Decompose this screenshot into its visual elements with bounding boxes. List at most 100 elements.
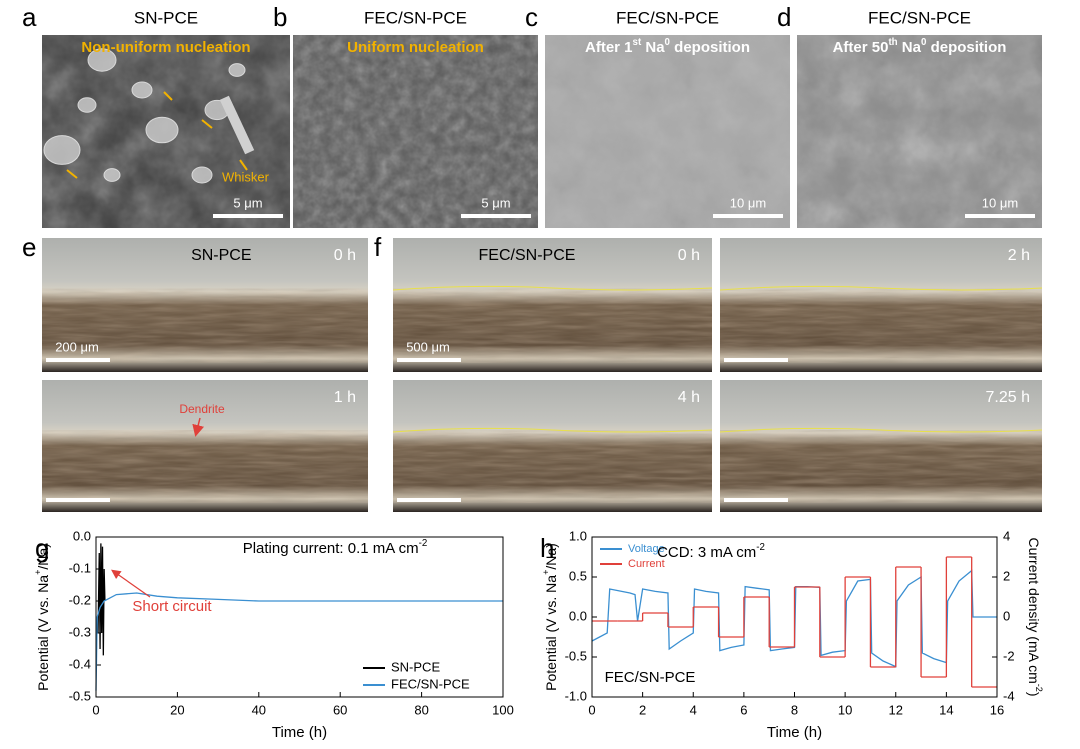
scale-bar <box>713 214 783 218</box>
frame-time: 1 h <box>334 389 356 406</box>
annotation: Plating current: 0.1 mA cm-2 <box>243 538 428 557</box>
panel-letter: d <box>777 2 791 32</box>
optical-texture <box>720 430 1042 503</box>
text-part: CCD: 3 mA cm <box>657 544 756 561</box>
legend-label: FEC/SN-PCE <box>391 676 470 691</box>
sem-image <box>797 35 1042 228</box>
optical-texture <box>42 430 368 503</box>
annotation-arrow <box>111 569 151 598</box>
frame-time: 0 h <box>334 247 356 264</box>
scale-bar-label: 200 μm <box>55 339 99 354</box>
panel-title: FEC/SN-PCE <box>616 8 719 27</box>
x-tick-label: 0 <box>588 702 595 717</box>
scale-bar <box>46 498 110 502</box>
optical-texture <box>42 288 368 363</box>
y-tick-label: -1.0 <box>565 688 587 703</box>
panel-letter: b <box>273 2 287 32</box>
text-part: + <box>33 570 43 575</box>
panel-title: SN-PCE <box>134 8 198 27</box>
series-line <box>97 543 106 656</box>
panel-letter: a <box>22 2 37 32</box>
arrow <box>201 119 213 129</box>
annotation: Whisker <box>222 169 270 184</box>
optical-texture <box>393 430 712 503</box>
legend-label: Voltage <box>628 543 665 555</box>
scale-bar-label: 500 μm <box>406 339 450 354</box>
y-tick-label: 0.0 <box>569 608 587 623</box>
text-part: Non-uniform nucleation <box>81 39 250 56</box>
y2-tick-label: 2 <box>1003 568 1010 583</box>
arrow <box>239 159 248 171</box>
text-part: 0 <box>921 37 927 48</box>
y-tick-label: -0.5 <box>69 688 91 703</box>
text-part: After 1 <box>585 39 633 56</box>
scale-bar-label: 5 μm <box>233 195 262 210</box>
image-texture <box>545 35 790 228</box>
panel-letter: f <box>374 232 382 262</box>
x-tick-label: 4 <box>690 702 697 717</box>
image-caption: Non-uniform nucleation <box>81 39 250 56</box>
scale-bar <box>46 358 110 362</box>
scale-bar <box>965 214 1035 218</box>
x-tick-label: 0 <box>92 702 99 717</box>
text-part: 0 <box>665 37 671 48</box>
text-part: Time (h) <box>767 724 822 741</box>
frame-title: FEC/SN-PCE <box>479 247 576 264</box>
particle <box>131 81 153 99</box>
image-texture <box>293 35 538 228</box>
text-part: After 50 <box>833 39 889 56</box>
interface-line <box>392 285 713 291</box>
x-tick-label: 20 <box>170 702 184 717</box>
scale-bar <box>397 358 461 362</box>
scale-bar-label: 10 μm <box>730 195 766 210</box>
text-part: deposition <box>926 39 1006 56</box>
scale-bar-label: 5 μm <box>481 195 510 210</box>
text-part: + <box>541 570 551 575</box>
x-tick-label: 14 <box>939 702 953 717</box>
annotation: CCD: 3 mA cm-2 <box>657 542 765 561</box>
image-texture <box>797 35 1042 228</box>
text-part: Short circuit <box>132 598 212 615</box>
frame-time: 2 h <box>1008 247 1030 264</box>
particle <box>191 166 213 184</box>
panel-letter: h <box>540 533 554 563</box>
frame-time: 7.25 h <box>986 389 1030 406</box>
x-tick-label: 16 <box>990 702 1004 717</box>
text-part: -2 <box>1034 684 1044 692</box>
image-caption: Uniform nucleation <box>347 39 484 56</box>
arrow <box>192 417 205 437</box>
y-tick-label: -0.3 <box>69 624 91 639</box>
y-axis-label: Potential (V vs. Na+/Na) <box>33 543 50 691</box>
optical-texture <box>720 288 1042 363</box>
y2-axis-label: Current density (mA cm-2) <box>1026 537 1043 696</box>
text-part: th <box>888 37 897 48</box>
series-line <box>95 592 503 691</box>
scale-bar-label: 10 μm <box>982 195 1018 210</box>
whisker <box>219 95 255 155</box>
annotation: FEC/SN-PCE <box>605 669 696 686</box>
y-tick-label: 0.5 <box>569 568 587 583</box>
text-part: Na <box>641 39 665 56</box>
scale-bar <box>724 498 788 502</box>
annotation: Short circuit <box>132 598 212 615</box>
legend-label: SN-PCE <box>391 659 440 674</box>
x-axis-label: Time (h) <box>767 724 822 741</box>
y2-tick-label: 0 <box>1003 608 1010 623</box>
annotation: Dendrite <box>179 402 225 416</box>
y2-tick-label: -4 <box>1003 688 1015 703</box>
y-tick-label: -0.4 <box>69 656 91 671</box>
text-part: Na <box>898 39 922 56</box>
x-tick-label: 12 <box>889 702 903 717</box>
text-part: ) <box>1026 692 1042 697</box>
optical-texture <box>393 288 712 363</box>
scale-bar <box>724 358 788 362</box>
particle <box>103 168 121 182</box>
text-part: -2 <box>419 538 428 549</box>
plot-frame <box>95 536 504 698</box>
particle <box>87 48 117 72</box>
scale-bar <box>461 214 531 218</box>
text-part: -2 <box>756 542 765 553</box>
x-tick-label: 6 <box>740 702 747 717</box>
sem-image <box>545 35 790 228</box>
particle <box>228 63 246 77</box>
